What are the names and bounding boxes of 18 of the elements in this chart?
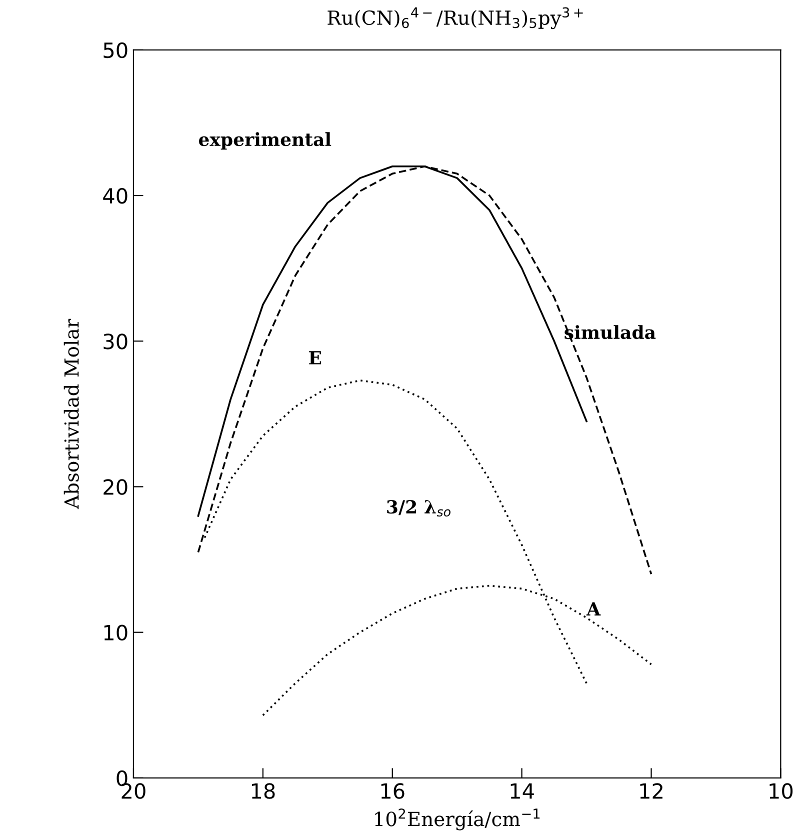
annotation: A bbox=[586, 602, 601, 616]
annotation: simulada bbox=[564, 325, 656, 340]
x-axis-title: 10$^{2}$Energía/cm$^{−1}$ bbox=[375, 808, 540, 830]
annotation: experimental bbox=[198, 132, 332, 150]
y-axis-title: Absortividad Molar bbox=[64, 318, 79, 510]
x-tick-label: 10 bbox=[770, 783, 793, 799]
x-tick-label: 16 bbox=[381, 783, 404, 799]
annotation: 3/2 λ$_{so}$ bbox=[387, 500, 450, 517]
x-tick-label: 14 bbox=[510, 783, 534, 799]
x-tick-label: 12 bbox=[640, 783, 662, 799]
y-tick-label: 10 bbox=[104, 624, 128, 641]
x-tick-label: 18 bbox=[252, 783, 275, 799]
annotation: E bbox=[309, 351, 322, 364]
chart-title: Ru(CN)$_{6}$$^{4−}$/Ru(NH$_{3}$)$_{5}$py$^{3+}$ bbox=[328, 7, 583, 30]
y-tick-label: 30 bbox=[104, 334, 128, 350]
y-tick-label: 20 bbox=[104, 479, 128, 495]
y-tick-label: 50 bbox=[104, 42, 128, 58]
y-tick-label: 40 bbox=[103, 188, 128, 204]
